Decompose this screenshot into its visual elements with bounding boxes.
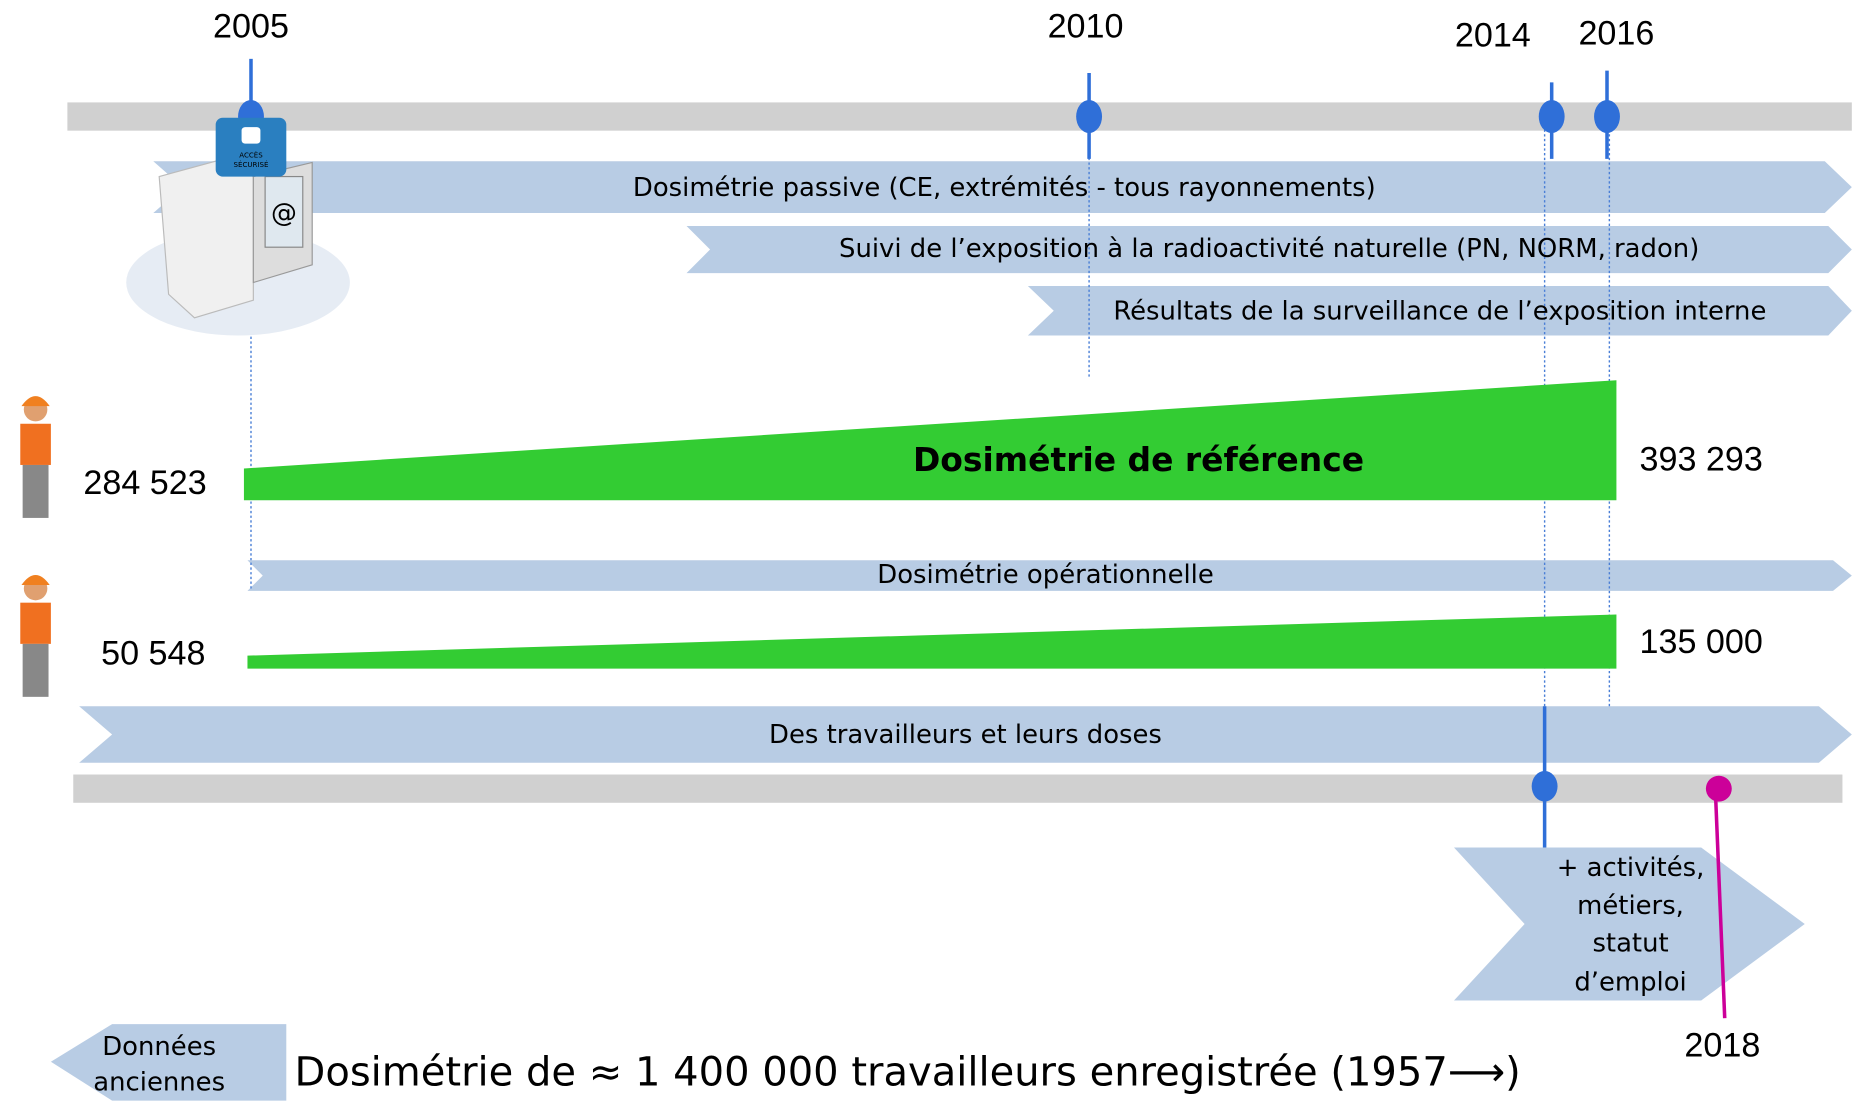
extension-line: d’emploi <box>1574 967 1686 997</box>
footer: Dosimétrie de ≈ 1 400 000 travailleurs e… <box>295 1050 1521 1096</box>
year-dot <box>1594 100 1620 133</box>
year-label: 2016 <box>1578 14 1654 52</box>
icon-label: ACCÈS <box>239 150 263 159</box>
secure-access-icon: @ ACCÈS SÉCURISÉ <box>126 118 350 336</box>
band-label: Dosimétrie passive (CE, extrémités - tou… <box>633 173 1376 203</box>
svg-text:@: @ <box>271 199 297 229</box>
year-label: 2018 <box>1684 1027 1760 1065</box>
worker-icon <box>20 575 51 697</box>
operational-wedge <box>247 614 1616 668</box>
extension-line: métiers, <box>1577 891 1684 921</box>
year-label: 2005 <box>213 7 289 45</box>
top-rail <box>67 102 1851 130</box>
reference-start: 284 523 <box>83 464 206 502</box>
extension-line: statut <box>1592 929 1668 959</box>
year-label: 2010 <box>1048 7 1124 45</box>
bottom-rail <box>73 775 1842 803</box>
band-label: Suivi de l’exposition à la radioactivité… <box>839 234 1699 264</box>
icon-label: SÉCURISÉ <box>234 160 269 169</box>
legacy-label: Données <box>102 1032 216 1062</box>
reference-end: 393 293 <box>1639 440 1762 478</box>
year-dot <box>1706 776 1732 802</box>
operational-end: 135 000 <box>1639 623 1762 661</box>
operational-start: 50 548 <box>101 635 205 673</box>
band-label: Des travailleurs et leurs doses <box>769 720 1162 750</box>
legacy-label: anciennes <box>93 1067 225 1097</box>
year-dot <box>1076 100 1102 133</box>
year-dot <box>1532 771 1558 802</box>
band-label: Dosimétrie opérationnelle <box>877 560 1214 590</box>
extension-line: + activités, <box>1557 853 1705 883</box>
reference-label: Dosimétrie de référence <box>913 440 1364 479</box>
worker-icon <box>20 396 51 518</box>
year-label: 2014 <box>1455 17 1531 55</box>
band-label: Résultats de la surveillance de l’exposi… <box>1113 296 1766 326</box>
year-dot <box>1539 100 1565 133</box>
timeline-diagram: @ ACCÈS SÉCURISÉ 2005 2010 2014 2016 201… <box>0 0 1858 1110</box>
